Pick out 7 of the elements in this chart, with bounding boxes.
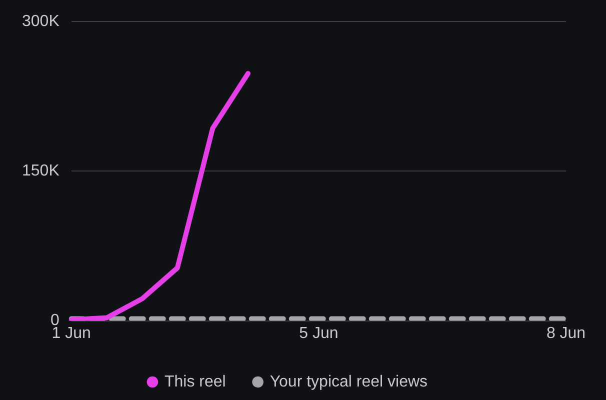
legend-label: Your typical reel views xyxy=(270,373,428,390)
legend-label: This reel xyxy=(164,373,226,390)
y-tick-label: 150K xyxy=(22,162,60,180)
y-tick-label: 300K xyxy=(22,13,60,30)
x-tick-label: 5 Jun xyxy=(299,324,338,342)
x-tick-label: 1 Jun xyxy=(52,324,91,342)
x-tick-label: 8 Jun xyxy=(546,324,586,342)
